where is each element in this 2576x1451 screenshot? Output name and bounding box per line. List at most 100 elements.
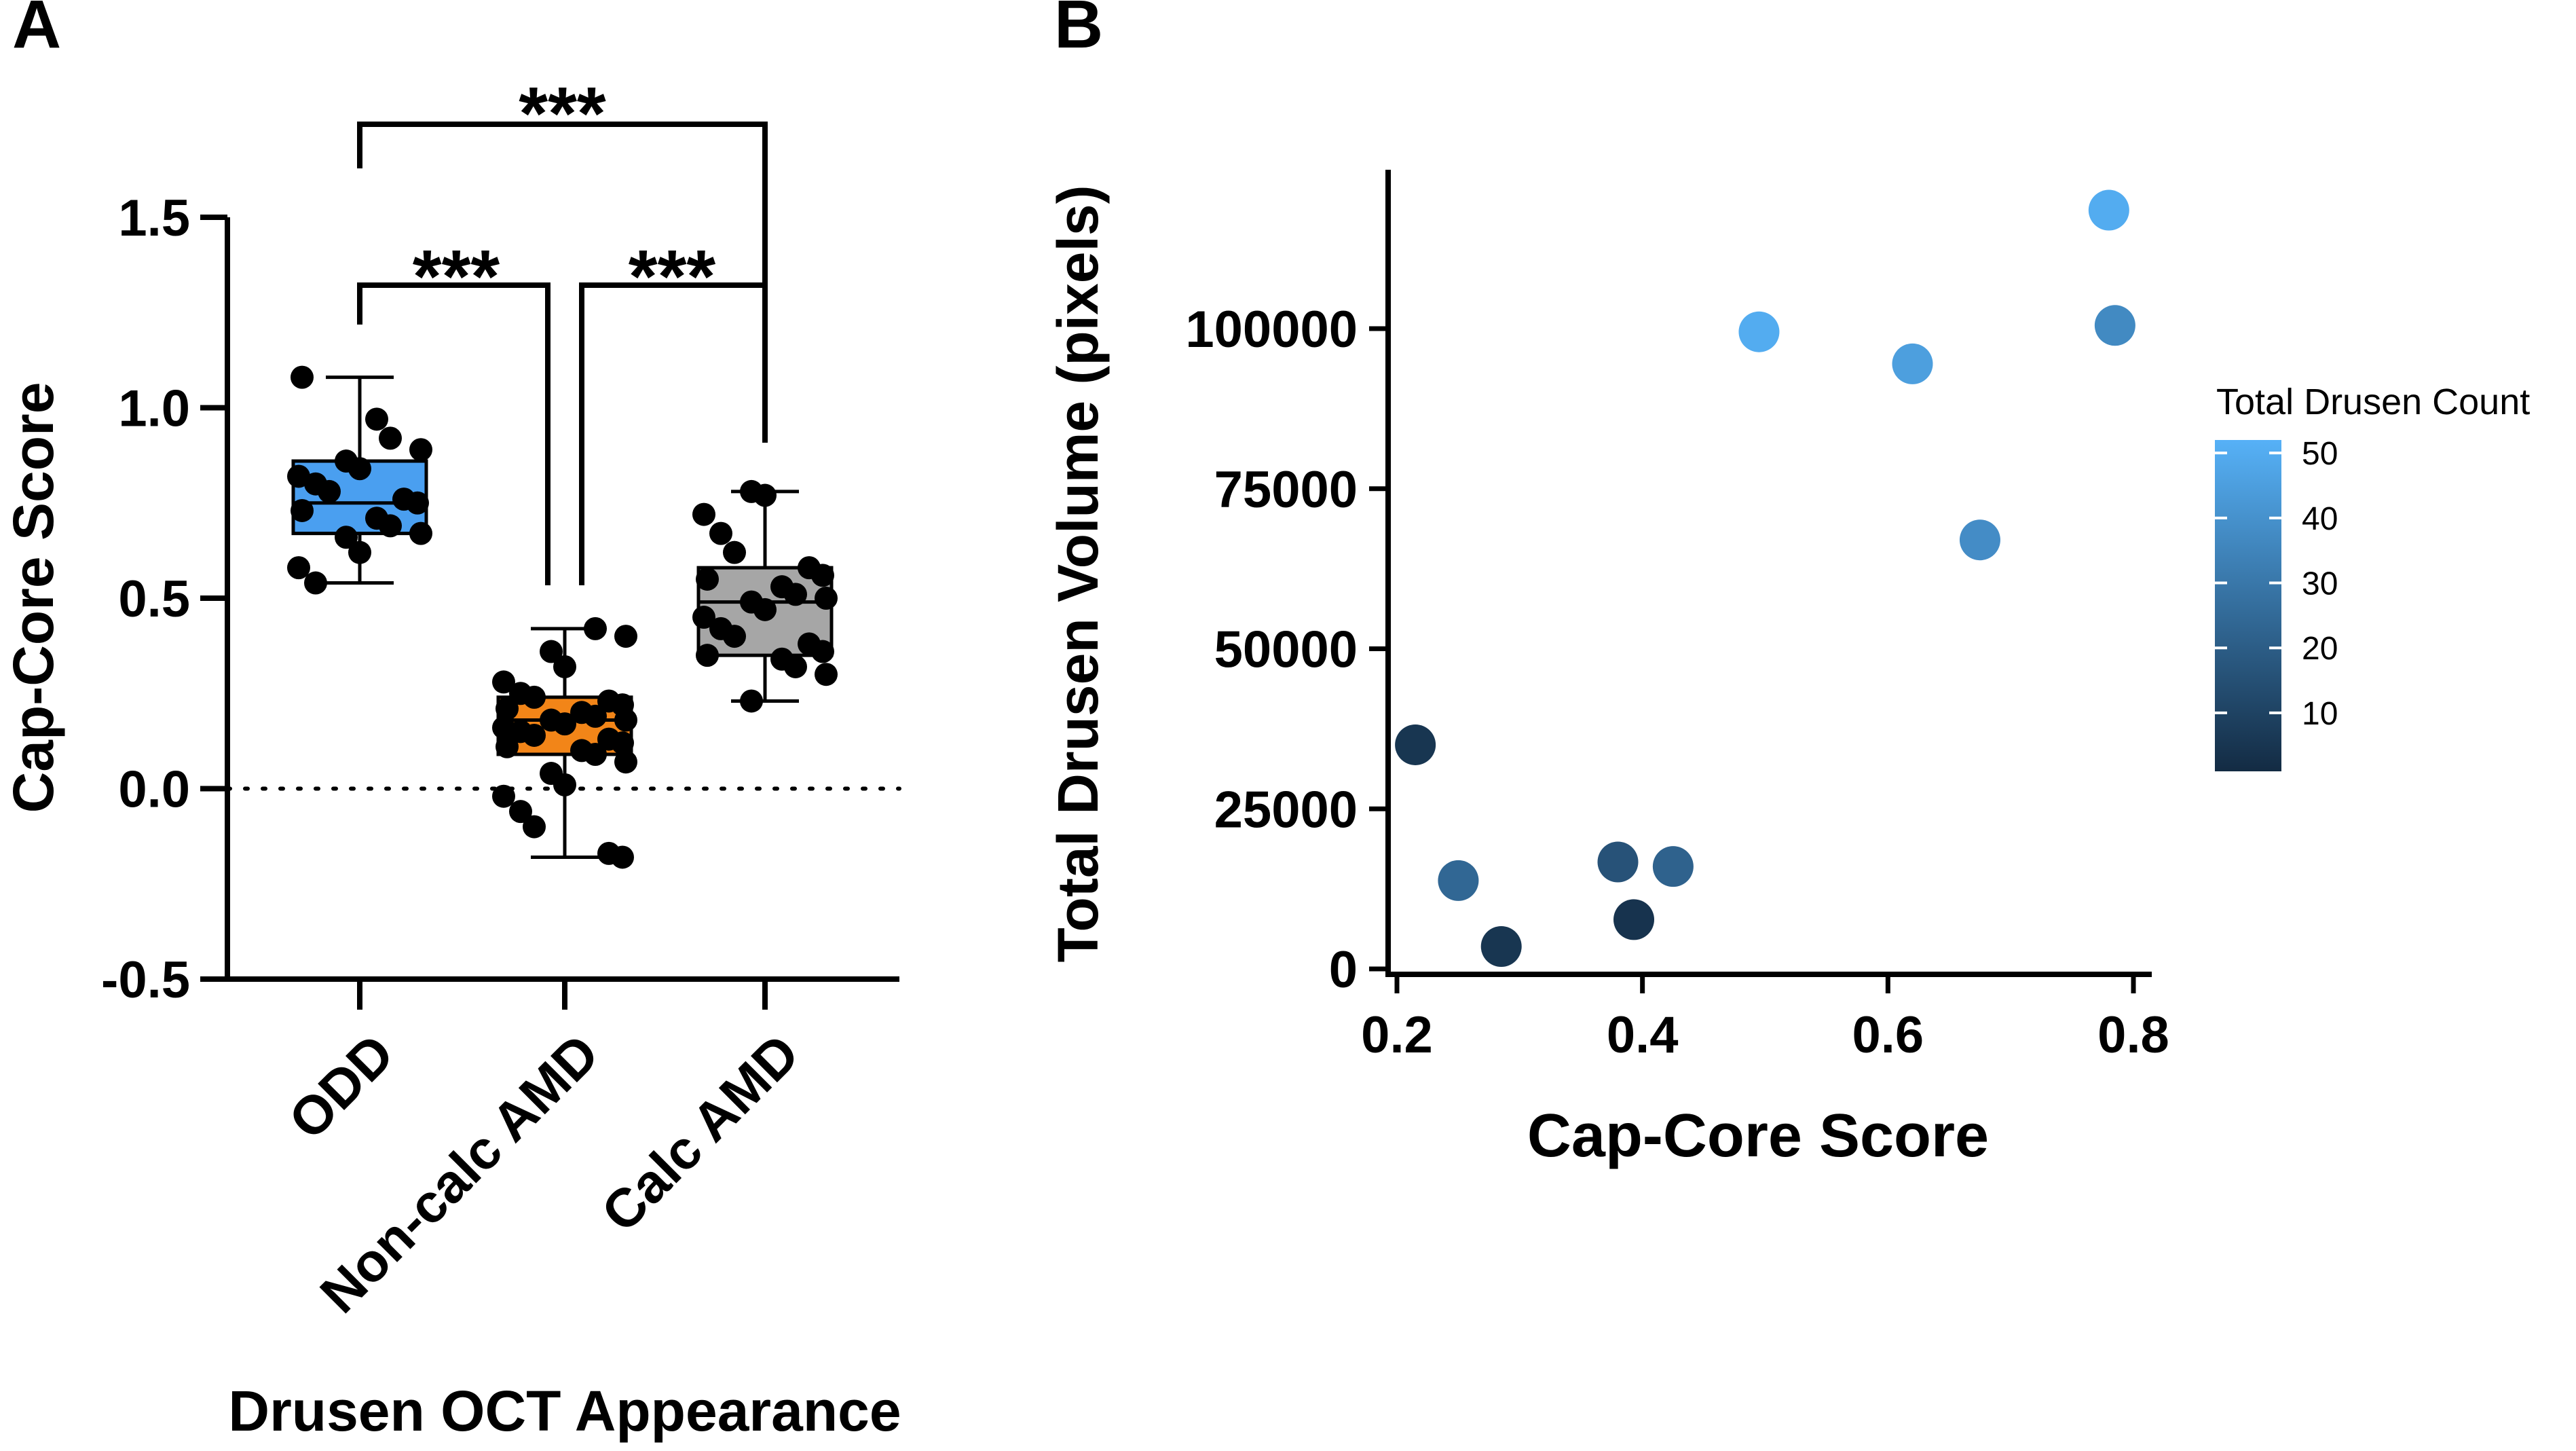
box-odd xyxy=(287,365,432,595)
significance-label: *** xyxy=(629,235,716,318)
scatter-point xyxy=(1738,311,1780,352)
scatter-point xyxy=(1652,846,1694,887)
data-point xyxy=(348,540,371,564)
data-point xyxy=(291,365,314,389)
x-tick-label: 0.6 xyxy=(1852,1006,1924,1064)
data-point xyxy=(492,670,515,694)
data-point xyxy=(496,735,519,758)
data-point xyxy=(365,407,388,431)
colorbar-tick-label: 30 xyxy=(2302,566,2338,602)
box-calc-amd xyxy=(692,479,838,713)
data-point xyxy=(304,571,327,595)
scatter-point xyxy=(1480,925,1522,967)
scatter-point xyxy=(1395,724,1436,765)
bracket-line xyxy=(357,282,550,585)
data-point xyxy=(614,625,637,648)
x-tick-label-odd: ODD xyxy=(277,1023,405,1151)
bracket-line xyxy=(579,282,768,585)
y-tick-label: -0.5 xyxy=(101,951,190,1009)
data-point xyxy=(409,438,432,462)
colorbar-tick-label: 20 xyxy=(2302,631,2338,667)
color-legend: Total Drusen Count 10 20 30 40 50 xyxy=(2215,382,2530,771)
data-point xyxy=(815,663,838,686)
scatter-point xyxy=(1597,841,1639,883)
data-point xyxy=(784,655,807,678)
scatter-point xyxy=(1613,899,1655,940)
panel-a-label: A xyxy=(12,0,61,62)
data-point xyxy=(540,640,563,663)
colorbar xyxy=(2215,440,2281,771)
y-tick-label: 0 xyxy=(1329,941,1358,999)
panel-a: A ****** *** -0.50.00.51.01.5ODDNon-calc … xyxy=(1,0,901,1443)
significance-label: *** xyxy=(413,235,500,318)
data-point xyxy=(614,750,637,774)
data-point xyxy=(753,598,777,621)
data-point xyxy=(815,587,838,610)
data-point xyxy=(584,704,607,728)
data-point xyxy=(348,457,371,481)
data-point xyxy=(509,800,532,824)
colorbar-tick-label: 40 xyxy=(2302,501,2338,537)
data-point xyxy=(696,567,719,591)
data-point xyxy=(753,483,777,507)
box-plots xyxy=(287,365,838,869)
data-point xyxy=(553,655,576,678)
data-point xyxy=(409,521,432,545)
data-point xyxy=(523,685,546,709)
data-point xyxy=(611,731,634,755)
significance-label: *** xyxy=(519,72,606,155)
legend-title: Total Drusen Count xyxy=(2216,382,2530,422)
y-tick-label: 100000 xyxy=(1185,301,1358,359)
y-tick-label: 1.0 xyxy=(118,380,190,438)
data-point xyxy=(318,479,341,503)
x-tick-label: 0.2 xyxy=(1361,1006,1433,1064)
significance-bracket: *** xyxy=(579,235,768,585)
data-point xyxy=(584,743,607,767)
data-point xyxy=(523,723,546,747)
data-point xyxy=(614,708,637,732)
data-point xyxy=(496,697,519,720)
data-point xyxy=(709,521,732,545)
data-point xyxy=(611,845,634,869)
scatter-points xyxy=(1395,189,2135,967)
data-point xyxy=(784,583,807,606)
y-tick-label: 0.5 xyxy=(118,570,190,628)
scatter-point xyxy=(2088,189,2129,231)
data-point xyxy=(696,644,719,667)
data-point xyxy=(523,815,546,839)
data-point xyxy=(553,712,576,736)
data-point xyxy=(335,526,358,549)
data-point xyxy=(692,502,715,526)
panel-a-y-axis-label: Cap-Core Score xyxy=(1,382,65,813)
scatter-point xyxy=(2094,305,2135,346)
data-point xyxy=(723,625,746,648)
data-point xyxy=(692,606,715,629)
panel-b-label: B xyxy=(1054,0,1103,62)
data-point xyxy=(406,491,429,515)
data-point xyxy=(291,498,314,522)
panel-b-y-axis-label: Total Drusen Volume (pixels) xyxy=(1046,185,1110,962)
panel-a-x-axis-label: Drusen OCT Appearance xyxy=(228,1379,901,1443)
data-point xyxy=(379,514,402,538)
data-point xyxy=(379,426,402,450)
colorbar-tick-label: 50 xyxy=(2302,436,2338,472)
colorbar-tick-label: 10 xyxy=(2302,696,2338,732)
panel-b-axes: 0 25000 50000 75000 100000 0.2 0.4 0.6 0.8 xyxy=(1185,170,2169,1064)
data-point xyxy=(740,689,763,713)
data-point xyxy=(553,773,576,796)
data-point xyxy=(584,617,607,640)
y-tick-label: 50000 xyxy=(1214,621,1358,679)
y-tick-label: 75000 xyxy=(1214,461,1358,519)
box-non-calc-amd xyxy=(492,617,637,869)
scatter-point xyxy=(1438,860,1479,901)
significance-brackets: ****** *** xyxy=(357,72,768,585)
data-point xyxy=(811,564,834,587)
y-tick-label: 0.0 xyxy=(118,761,190,819)
panel-b-x-axis-label: Cap-Core Score xyxy=(1527,1102,1989,1170)
x-tick-label: 0.8 xyxy=(2097,1006,2169,1064)
y-tick-label: 1.5 xyxy=(118,189,190,247)
x-tick-label: 0.4 xyxy=(1607,1006,1679,1064)
significance-bracket: *** xyxy=(357,235,550,585)
